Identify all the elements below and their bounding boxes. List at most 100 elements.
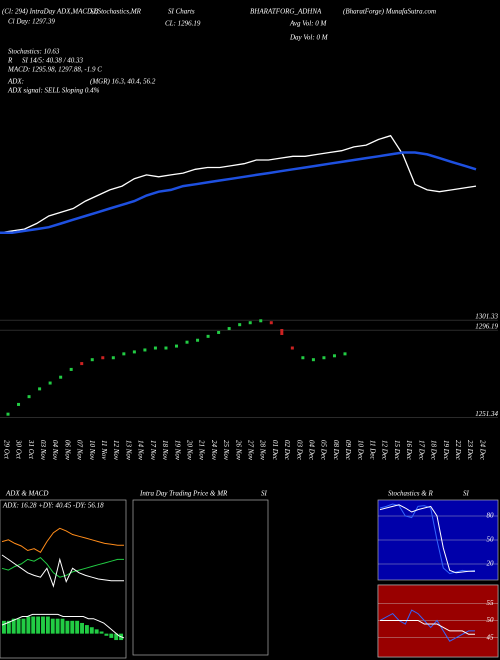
annotation: Cl Day: 1297.39 [8, 18, 55, 26]
macd-bar [41, 616, 45, 634]
candle [227, 327, 231, 331]
candle [311, 358, 315, 362]
x-tick-label: 11 Nov [100, 440, 108, 460]
x-tick-label: 16 Dec [405, 440, 413, 461]
y-tick-label: 50 [487, 536, 495, 544]
annotation: R [7, 57, 13, 65]
annotation: (BharatForge) MunafaSutra.com [343, 8, 436, 16]
x-tick-label: 02 Dec [283, 440, 291, 461]
macd-bar [80, 622, 84, 634]
candle [175, 344, 178, 348]
candle [59, 375, 63, 379]
annotation: SI 14/5: 40.38 / 40.33 [22, 57, 84, 65]
x-tick-label: 18 Dec [430, 440, 438, 461]
y-tick-label: 1251.34 [475, 410, 498, 418]
candle [6, 412, 10, 416]
x-tick-label: 05 Dec [320, 440, 328, 461]
annotation: (MGR) 16.3, 40.4, 56.2 [90, 78, 156, 86]
series-line [1, 527, 124, 553]
candle [196, 338, 200, 342]
macd-bar [45, 616, 50, 634]
macd-bar [99, 631, 104, 634]
panel-title-suffix: SI [261, 490, 268, 498]
candle [164, 346, 168, 350]
annotation: ADX: [7, 78, 24, 86]
macd-bar [36, 616, 41, 634]
macd-bar [109, 633, 114, 638]
candle [143, 348, 147, 352]
annotation: ADX signal: SELL Sloping 0.4% [7, 87, 100, 95]
x-tick-label: 10 Nov [88, 440, 96, 461]
candle [290, 346, 294, 350]
x-tick-label: 08 Dec [332, 440, 340, 461]
candle [27, 395, 31, 399]
annotation: MACD: 1295.98, 1297.88, -1.9 C [7, 66, 102, 74]
macd-bar [2, 620, 6, 634]
x-tick-label: 27 Nov [246, 440, 254, 461]
macd-bar [21, 618, 26, 634]
x-tick-label: 28 Nov [259, 440, 267, 461]
candle [332, 354, 336, 358]
series-line [379, 504, 475, 574]
macd-bar [114, 633, 119, 641]
candle [322, 356, 326, 360]
x-tick-label: 12 Dec [381, 440, 389, 461]
annotation: SI,Stochastics,MR [90, 8, 142, 16]
candle [17, 402, 21, 406]
y-tick-label: 50 [487, 616, 495, 624]
series-line [380, 620, 475, 635]
macd-bar [60, 618, 65, 634]
macd-bar [50, 618, 55, 634]
x-tick-label: 22 Dec [454, 440, 462, 461]
y-tick-label: 55 [487, 599, 495, 607]
y-tick-label: 20 [487, 560, 495, 568]
y-tick-label: 1301.33 [475, 313, 498, 321]
x-tick-label: 21 Nov [198, 440, 206, 461]
x-tick-label: 04 Nov [51, 440, 59, 461]
panel-title: Intra Day Trading Price & MR [139, 490, 228, 498]
x-tick-label: 18 Nov [161, 440, 169, 461]
macd-bar [31, 616, 36, 634]
macd-bar [104, 633, 109, 636]
candle [111, 356, 115, 360]
x-tick-label: 10 Dec [356, 440, 364, 461]
y-tick-label: 80 [487, 512, 495, 520]
x-tick-label: 03 Dec [295, 440, 303, 461]
candle [217, 330, 221, 334]
macd-bar [55, 618, 60, 634]
x-tick-label: 03 Nov [39, 440, 47, 461]
macd-bar [6, 620, 11, 634]
x-tick-label: 01 Dec [271, 440, 279, 461]
x-tick-label: 30 Oct [15, 439, 23, 460]
x-tick-label: 07 Nov [76, 440, 84, 461]
annotation: Stochastics: 10.63 [8, 48, 60, 56]
x-tick-label: 29 Oct [2, 440, 10, 460]
x-tick-label: 11 Dec [369, 440, 377, 460]
macd-bar [16, 618, 21, 634]
annotation: (Cl: 294) IntraDay ADX,MACD,B [2, 8, 99, 16]
annotation: Avg Vol: 0 M [289, 20, 328, 28]
x-tick-label: 13 Nov [124, 440, 132, 461]
x-tick-label: 23 Dec [466, 440, 474, 461]
macd-bar [65, 620, 70, 634]
candle [90, 358, 94, 362]
series-line [0, 151, 477, 235]
candle [185, 340, 189, 344]
macd-bar [26, 616, 31, 634]
x-tick-label: 25 Nov [222, 440, 230, 461]
macd-bar [11, 618, 16, 634]
series-line [1, 613, 125, 639]
candle [48, 381, 52, 385]
x-tick-label: 31 Oct [27, 439, 35, 460]
x-tick-label: 12 Nov [112, 440, 120, 461]
candle [132, 350, 136, 354]
x-tick-label: 17 Dec [417, 440, 425, 461]
macd-bar [75, 620, 80, 634]
x-tick-label: 09 Dec [344, 440, 352, 461]
candle [248, 321, 252, 325]
annotation: BHARATFORG_ADHNA [250, 8, 322, 16]
macd-bar [70, 620, 75, 634]
series-line [1, 556, 124, 578]
x-tick-label: 26 Nov [234, 440, 242, 461]
candle [301, 356, 305, 360]
